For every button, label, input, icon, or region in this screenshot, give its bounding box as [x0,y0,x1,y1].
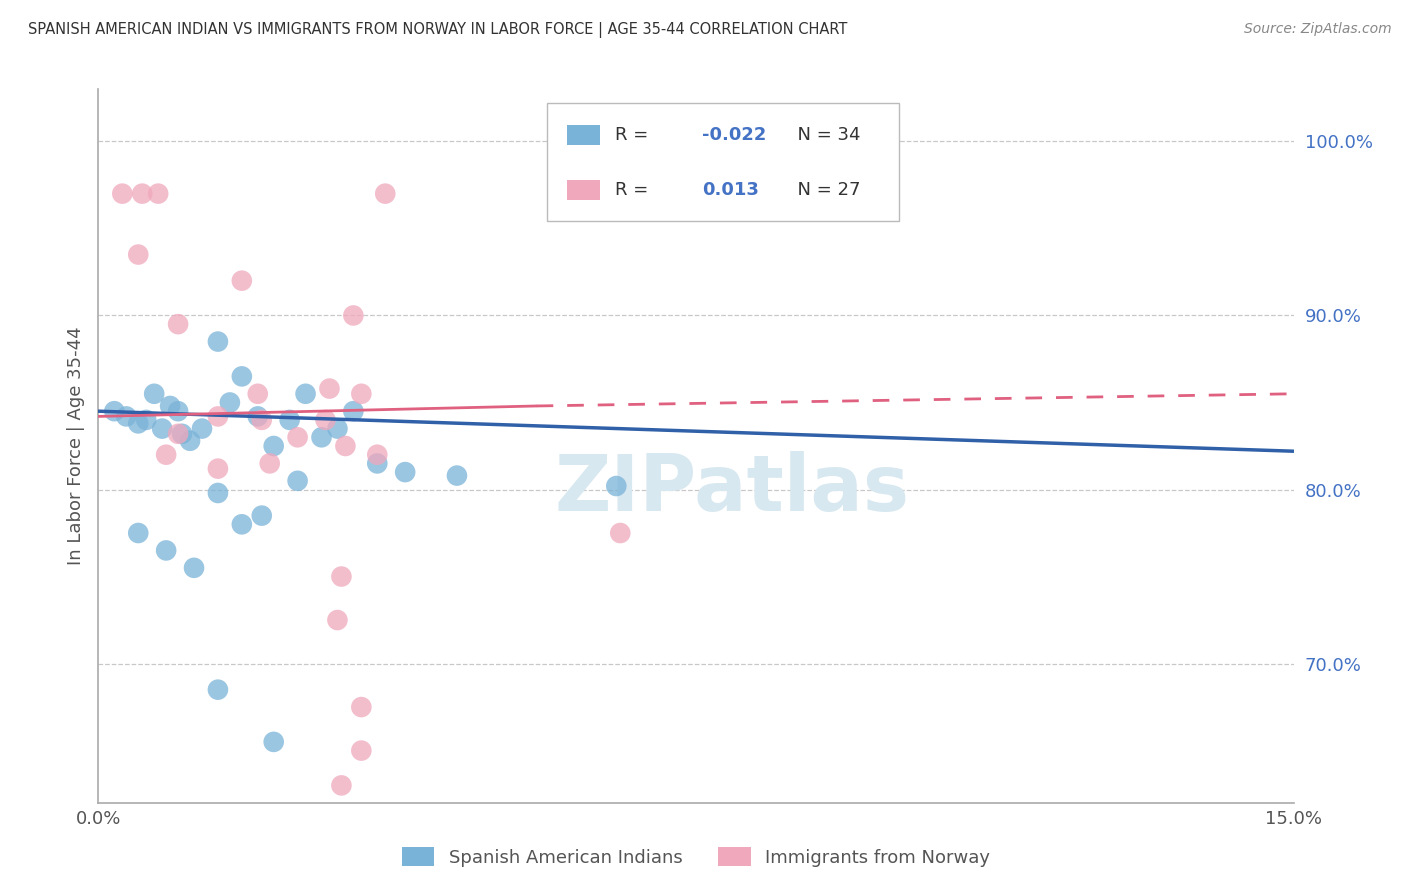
Point [207,334,229,349]
Point [374,186,396,201]
Point [605,479,627,493]
Point [103,404,125,418]
Point [167,404,190,418]
Point [183,561,205,575]
Point [172,426,194,441]
Point [278,413,301,427]
Point [446,468,468,483]
Point [326,421,349,435]
Point [191,421,214,435]
Point [342,404,364,418]
Point [609,526,631,541]
Point [318,382,340,396]
Point [231,369,253,384]
Point [246,386,269,401]
Point [127,526,149,541]
Point [350,386,373,401]
Point [167,317,190,331]
Point [330,569,353,583]
Point [250,508,273,523]
Point [263,735,285,749]
Point [315,413,337,427]
Point [150,421,173,435]
Point [148,186,170,201]
Point [287,474,309,488]
Text: -0.022: -0.022 [702,126,766,144]
Text: SPANISH AMERICAN INDIAN VS IMMIGRANTS FROM NORWAY IN LABOR FORCE | AGE 35-44 COR: SPANISH AMERICAN INDIAN VS IMMIGRANTS FR… [28,22,848,38]
Point [350,743,373,757]
Point [167,426,190,441]
Point [259,457,281,471]
Point [294,386,316,401]
Point [219,395,242,409]
Legend: Spanish American Indians, Immigrants from Norway: Spanish American Indians, Immigrants fro… [392,838,1000,876]
Point [263,439,285,453]
Point [135,413,157,427]
Point [111,186,134,201]
Point [311,430,333,444]
Point [246,409,269,424]
Point [366,448,388,462]
Point [159,399,181,413]
Point [231,274,253,288]
Text: ZIPatlas: ZIPatlas [554,450,910,527]
Point [127,417,149,431]
Point [155,448,177,462]
Y-axis label: In Labor Force | Age 35-44: In Labor Force | Age 35-44 [66,326,84,566]
Point [342,309,364,323]
Point [207,682,229,697]
Point [207,461,229,475]
Text: N = 27: N = 27 [786,181,860,199]
Point [326,613,349,627]
Point [115,409,138,424]
Point [250,413,273,427]
Point [350,700,373,714]
Point [335,439,357,453]
Text: Source: ZipAtlas.com: Source: ZipAtlas.com [1244,22,1392,37]
Text: N = 34: N = 34 [786,126,860,144]
Point [231,517,253,532]
Point [287,430,309,444]
Point [131,186,153,201]
Text: R =: R = [614,181,654,199]
Point [179,434,201,448]
Point [155,543,177,558]
Point [330,778,353,792]
Point [207,486,229,500]
Text: 0.013: 0.013 [702,181,759,199]
Text: R =: R = [614,126,654,144]
FancyBboxPatch shape [567,180,600,200]
Point [207,409,229,424]
FancyBboxPatch shape [567,125,600,145]
Point [143,386,166,401]
FancyBboxPatch shape [547,103,900,221]
Point [394,465,416,479]
Point [127,247,149,261]
Point [366,457,388,471]
